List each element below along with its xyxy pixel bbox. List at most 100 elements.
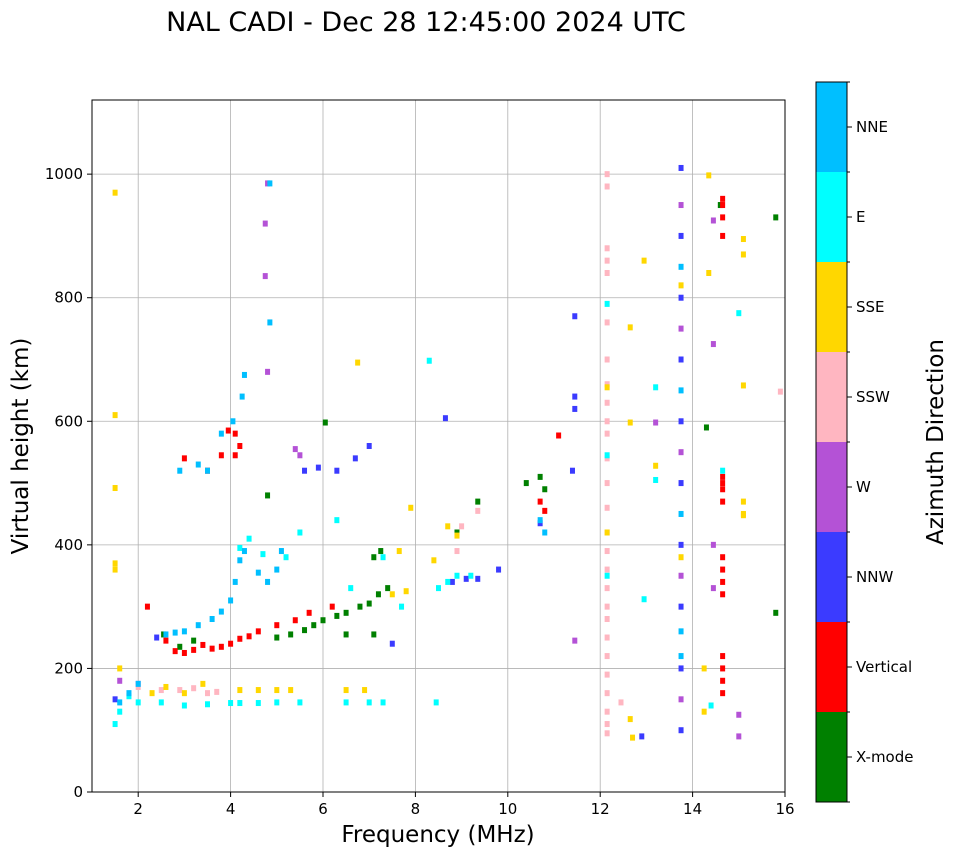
- data-point: [241, 371, 247, 378]
- data-point: [720, 677, 726, 684]
- data-point: [112, 566, 118, 573]
- data-point: [255, 628, 261, 635]
- data-point: [311, 622, 317, 629]
- data-point: [177, 643, 183, 650]
- data-point: [292, 446, 298, 453]
- data-point: [463, 575, 469, 582]
- data-point: [604, 548, 610, 555]
- data-point: [740, 236, 746, 243]
- data-point: [431, 557, 437, 564]
- data-point: [604, 300, 610, 307]
- data-point: [399, 603, 405, 610]
- colorbar-label-item: Vertical: [856, 658, 912, 676]
- data-point: [720, 690, 726, 697]
- data-point: [177, 467, 183, 474]
- data-point: [475, 507, 481, 514]
- data-point: [408, 504, 414, 511]
- colorbar-label-item: SSE: [856, 298, 885, 316]
- data-point: [288, 631, 294, 638]
- series-sse: [112, 172, 746, 741]
- data-point: [177, 687, 183, 694]
- data-point: [126, 690, 132, 697]
- x-axis-label: Frequency (MHz): [341, 822, 534, 848]
- data-point: [218, 430, 224, 437]
- data-point: [205, 701, 210, 708]
- colorbar-segment: [816, 712, 847, 802]
- data-point: [181, 628, 187, 635]
- data-point: [604, 171, 610, 178]
- data-point: [357, 603, 363, 610]
- data-marks: [112, 164, 783, 741]
- data-point: [720, 566, 726, 573]
- data-point: [117, 665, 123, 672]
- colorbar-label-item: X-mode: [856, 748, 913, 766]
- data-point: [352, 455, 358, 462]
- data-point: [255, 687, 261, 694]
- plot-area: [92, 100, 785, 792]
- data-point: [703, 424, 709, 431]
- data-point: [630, 734, 636, 741]
- data-point: [355, 359, 361, 366]
- data-point: [740, 498, 746, 505]
- data-point: [232, 430, 238, 437]
- x-tick-label: 8: [411, 800, 421, 818]
- data-point: [720, 480, 726, 487]
- data-point: [627, 716, 633, 723]
- data-point: [445, 523, 451, 530]
- colorbar-label-item: SSW: [856, 388, 890, 406]
- data-point: [678, 232, 684, 239]
- data-point: [237, 635, 243, 642]
- data-point: [209, 616, 215, 622]
- data-point: [154, 634, 160, 641]
- data-point: [720, 473, 726, 480]
- data-point: [773, 214, 779, 221]
- data-point: [380, 554, 386, 561]
- data-point: [214, 688, 220, 695]
- x-tick-label: 12: [591, 800, 610, 818]
- y-tick-label: 400: [54, 536, 83, 554]
- data-point: [449, 578, 455, 585]
- data-point: [454, 548, 460, 555]
- data-point: [366, 699, 372, 706]
- colorbar-segment: [816, 622, 847, 712]
- series-ssw: [135, 171, 783, 737]
- data-point: [181, 649, 187, 656]
- data-point: [200, 680, 206, 687]
- data-point: [496, 566, 502, 573]
- data-point: [218, 643, 224, 650]
- data-point: [237, 443, 243, 449]
- x-axis-ticks: 2 4 6 8 10 12 14 16: [133, 792, 795, 818]
- y-tick-label: 1000: [45, 165, 83, 183]
- data-point: [385, 585, 391, 592]
- data-point: [678, 696, 684, 703]
- data-point: [720, 665, 726, 672]
- series-w: [117, 180, 742, 740]
- data-point: [442, 415, 448, 422]
- y-tick-label: 200: [54, 659, 83, 677]
- data-point: [604, 603, 610, 610]
- data-point: [348, 585, 354, 592]
- data-point: [158, 699, 164, 706]
- data-point: [396, 548, 402, 555]
- data-point: [572, 405, 578, 412]
- data-point: [426, 357, 432, 364]
- data-point: [343, 609, 349, 616]
- data-point: [678, 387, 684, 394]
- data-point: [708, 702, 714, 709]
- data-point: [542, 529, 548, 536]
- data-point: [678, 164, 684, 171]
- data-point: [641, 257, 647, 264]
- data-point: [454, 529, 460, 536]
- y-tick-label: 0: [73, 783, 83, 801]
- data-point: [292, 617, 298, 624]
- data-point: [403, 588, 409, 595]
- data-point: [181, 690, 187, 697]
- data-point: [678, 263, 684, 270]
- data-point: [454, 532, 460, 539]
- data-point: [736, 733, 742, 740]
- data-point: [288, 687, 294, 694]
- data-point: [366, 600, 372, 607]
- data-point: [433, 699, 439, 706]
- data-point: [720, 195, 726, 202]
- data-point: [112, 721, 118, 728]
